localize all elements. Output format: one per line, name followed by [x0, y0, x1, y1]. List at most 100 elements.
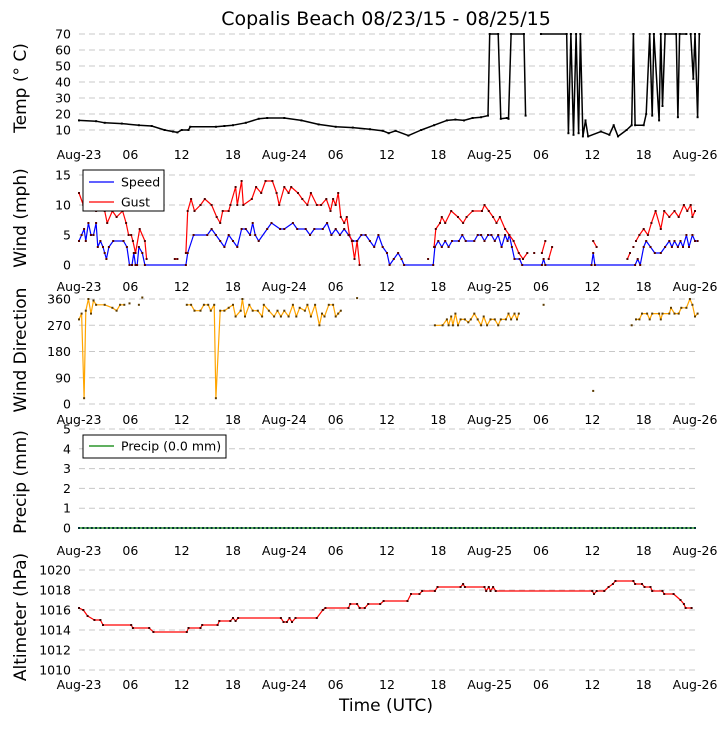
dir-y-tick-label: 90 [55, 370, 71, 385]
alt-data-point [78, 607, 80, 609]
dir-data-point [685, 306, 688, 309]
wind-x-tick-label: 12 [584, 279, 600, 294]
wind-data-point [461, 234, 464, 236]
temp-data-point [497, 33, 500, 35]
wind-data-point [92, 234, 95, 236]
wind-data-point [87, 222, 90, 224]
precip-data-point [129, 527, 132, 529]
precip-data-point [625, 527, 628, 529]
precip-data-point [411, 527, 414, 529]
alt-data-point [282, 621, 285, 623]
alt-data-point [130, 624, 133, 626]
wind-data-point [677, 216, 680, 218]
dir-data-point [339, 309, 342, 312]
precip-data-point [219, 527, 222, 529]
precip-y-tick-label: 3 [63, 461, 71, 476]
wind-data-point [593, 264, 596, 266]
alt-data-point [288, 617, 291, 619]
wind-data-point [495, 222, 498, 224]
temp-x-tick-label: 18 [225, 147, 241, 162]
alt-data-point [234, 620, 237, 622]
wind-data-point [301, 198, 304, 200]
wind-data-point [540, 252, 543, 254]
alt-data-point [679, 599, 682, 601]
alt-data-point [494, 590, 497, 592]
alt-data-point [148, 627, 151, 629]
wind-data-point [306, 204, 309, 206]
wind-data-point [642, 246, 645, 248]
temp-data-point [661, 105, 664, 107]
alt-data-point [682, 603, 685, 605]
wind-data-point [227, 234, 230, 236]
wind-data-point [386, 252, 388, 254]
precip-data-point [257, 527, 260, 529]
wind-data-point [490, 234, 493, 236]
temp-data-point [651, 114, 654, 117]
wind-x-tick-label: Aug-24 [262, 279, 307, 294]
precip-data-point [531, 527, 534, 529]
precip-data-point [398, 527, 401, 529]
wind-data-point [130, 234, 133, 236]
alt-data-point [462, 583, 465, 585]
wind-data-point [325, 198, 328, 200]
wind-data-point [427, 258, 430, 260]
temp-data-point [471, 117, 474, 119]
temp-data-point [223, 125, 226, 127]
dir-data-point [646, 312, 649, 315]
temp-data-point [103, 121, 106, 124]
precip-data-point [492, 527, 495, 529]
wind-data-point [266, 228, 269, 230]
dir-data-point [661, 312, 664, 315]
wind-data-point [184, 264, 187, 266]
dir-y-axis-label: Wind Direction [11, 288, 31, 413]
dir-data-point [287, 315, 290, 318]
dir-data-point [209, 309, 212, 312]
wind-data-point [279, 228, 282, 230]
wind-data-point [521, 264, 524, 266]
wind-data-point [236, 204, 239, 206]
wind-data-point [83, 228, 86, 230]
precip-data-point [574, 527, 577, 529]
dir-line-segment [78, 298, 125, 399]
precip-data-point [681, 527, 684, 529]
dir-data-point [696, 312, 699, 315]
wind-data-point [504, 228, 507, 230]
wind-data-point [329, 210, 332, 212]
temp-data-point [232, 124, 234, 127]
temp-data-point [368, 128, 371, 131]
temp-data-point [645, 113, 648, 115]
wind-data-point [544, 264, 547, 266]
alt-x-tick-label: 06 [328, 677, 344, 692]
dir-panel: Wind Direction 0 90 180 270 360 Aug-23 06 12 18 Au… [11, 288, 717, 427]
wind-data-point [297, 192, 299, 194]
wind-data-point [639, 264, 642, 266]
wind-data-point [296, 228, 299, 230]
alt-data-point [185, 631, 188, 633]
dir-data-point [87, 298, 90, 300]
wind-data-point [193, 210, 196, 212]
wind-x-tick-label: Aug-23 [57, 279, 102, 294]
wind-data-point [186, 210, 189, 212]
wind-data-point [275, 192, 278, 194]
temp-data-point [257, 117, 260, 120]
dir-data-point [92, 299, 95, 302]
dir-data-point [239, 309, 242, 312]
wind-data-point [105, 258, 108, 260]
wind-data-point [483, 240, 486, 242]
precip-data-point [291, 527, 294, 529]
wind-data-point [659, 252, 662, 254]
precip-legend: Precip (0.0 mm) [82, 434, 227, 459]
precip-data-point [240, 527, 243, 529]
temp-x-tick-label: 18 [430, 147, 446, 162]
precip-data-point [184, 527, 187, 529]
wind-data-point [143, 240, 146, 242]
precip-data-point [463, 527, 465, 529]
dir-data-point [489, 318, 492, 321]
dir-data-point [517, 312, 520, 315]
dir-data-point [141, 296, 144, 299]
wind-data-point [219, 240, 222, 242]
wind-data-point [332, 198, 335, 200]
dir-data-point [199, 309, 202, 312]
